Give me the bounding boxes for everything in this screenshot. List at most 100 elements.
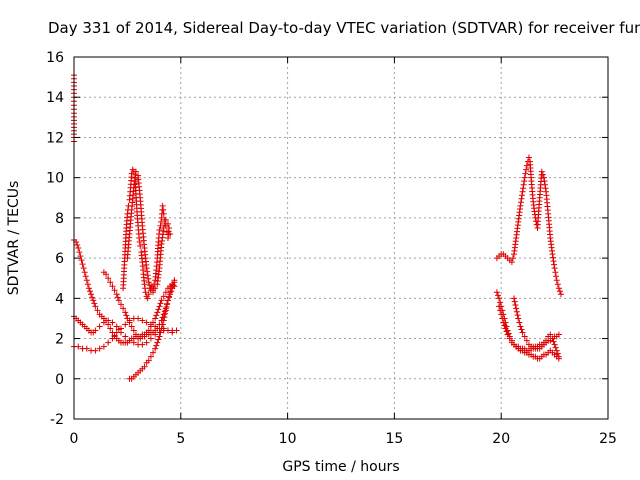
- data-point: [143, 319, 150, 326]
- data-point: [511, 295, 518, 302]
- data-point: [540, 174, 547, 181]
- x-tick-label: 5: [176, 431, 185, 447]
- data-point: [139, 317, 146, 324]
- data-point-interp: [516, 319, 523, 326]
- data-point-interp: [144, 268, 151, 275]
- data-point: [154, 309, 161, 316]
- data-point: [543, 337, 550, 344]
- data-point: [504, 331, 511, 338]
- data-point-interp: [512, 302, 519, 309]
- data-point: [154, 339, 161, 346]
- data-point: [130, 339, 137, 346]
- data-point: [517, 202, 524, 209]
- data-point-interp: [550, 338, 557, 345]
- data-point-interp: [157, 329, 164, 336]
- data-point-interp: [518, 326, 525, 333]
- data-point: [551, 341, 558, 348]
- data-point-interp: [520, 185, 527, 192]
- data-point-interp: [523, 166, 530, 173]
- data-point: [500, 319, 507, 326]
- y-tick-label: 10: [46, 171, 64, 187]
- data-point: [498, 311, 505, 318]
- data-point: [143, 265, 150, 272]
- data-point-interp: [155, 306, 162, 313]
- data-point: [126, 337, 133, 344]
- data-point: [144, 295, 151, 302]
- data-point-interp: [520, 181, 527, 188]
- data-point: [540, 341, 547, 348]
- data-point: [109, 319, 116, 326]
- data-point-interp: [159, 321, 166, 328]
- data-point: [502, 325, 509, 332]
- data-point: [122, 309, 129, 316]
- data-point-interp: [517, 199, 524, 206]
- data-point-interp: [84, 281, 91, 288]
- data-point: [83, 277, 90, 284]
- data-point: [506, 335, 513, 342]
- data-points: [71, 72, 565, 382]
- data-point: [96, 323, 103, 330]
- data-point-interp: [164, 300, 171, 307]
- data-point-interp: [145, 275, 152, 282]
- data-point: [162, 216, 169, 223]
- data-point-interp: [168, 285, 175, 292]
- axis-ticks: 0 5 10 15 20 25 -2 0 2 4 6 8 10 12 14 16: [46, 50, 617, 447]
- data-point-interp: [551, 261, 558, 268]
- data-point: [555, 353, 562, 360]
- data-point: [164, 220, 171, 227]
- y-tick-label: 2: [55, 332, 64, 348]
- grid: [74, 57, 608, 419]
- data-point-interp: [111, 332, 118, 339]
- data-point: [152, 315, 159, 322]
- series-arc-e: [126, 277, 178, 382]
- data-point-interp: [163, 304, 170, 311]
- data-point: [167, 230, 174, 237]
- data-point: [96, 345, 103, 352]
- data-point-interp: [82, 273, 89, 280]
- y-tick-label: 4: [55, 291, 64, 307]
- data-point: [493, 289, 500, 296]
- data-point: [160, 317, 167, 324]
- data-point: [94, 307, 101, 314]
- data-point-interp: [153, 342, 160, 349]
- data-point-interp: [519, 192, 526, 199]
- data-point: [525, 154, 532, 161]
- data-point: [147, 353, 154, 360]
- data-point-interp: [541, 181, 548, 188]
- data-point: [152, 345, 159, 352]
- data-point: [145, 357, 152, 364]
- data-point: [117, 301, 124, 308]
- data-point-interp: [554, 281, 561, 288]
- data-point: [549, 251, 556, 258]
- y-tick-label: 8: [55, 211, 64, 227]
- data-point-interp: [153, 312, 160, 319]
- data-point: [145, 291, 152, 298]
- data-point: [160, 224, 167, 231]
- data-point-interp: [499, 315, 506, 322]
- data-point: [92, 347, 99, 354]
- data-point: [109, 283, 116, 290]
- data-point: [128, 323, 135, 330]
- data-point-interp: [539, 171, 546, 178]
- data-point-interp: [511, 298, 518, 305]
- data-point: [132, 331, 139, 338]
- data-point: [75, 343, 82, 350]
- data-point-interp: [155, 336, 162, 343]
- x-tick-label: 20: [492, 431, 510, 447]
- y-tick-label: 6: [55, 251, 64, 267]
- data-point: [513, 305, 520, 312]
- data-point-interp: [501, 322, 508, 329]
- data-point: [107, 279, 114, 286]
- data-point: [113, 323, 120, 330]
- x-tick-label: 10: [279, 431, 297, 447]
- data-point: [103, 271, 110, 278]
- data-point: [120, 305, 127, 312]
- data-point: [160, 311, 167, 318]
- y-axis-label: SDTVAR / TECUs: [6, 181, 22, 296]
- data-point: [523, 162, 530, 169]
- data-point: [158, 325, 165, 332]
- data-point: [117, 325, 124, 332]
- data-point: [141, 363, 148, 370]
- data-point-interp: [553, 273, 560, 280]
- data-point: [156, 303, 163, 310]
